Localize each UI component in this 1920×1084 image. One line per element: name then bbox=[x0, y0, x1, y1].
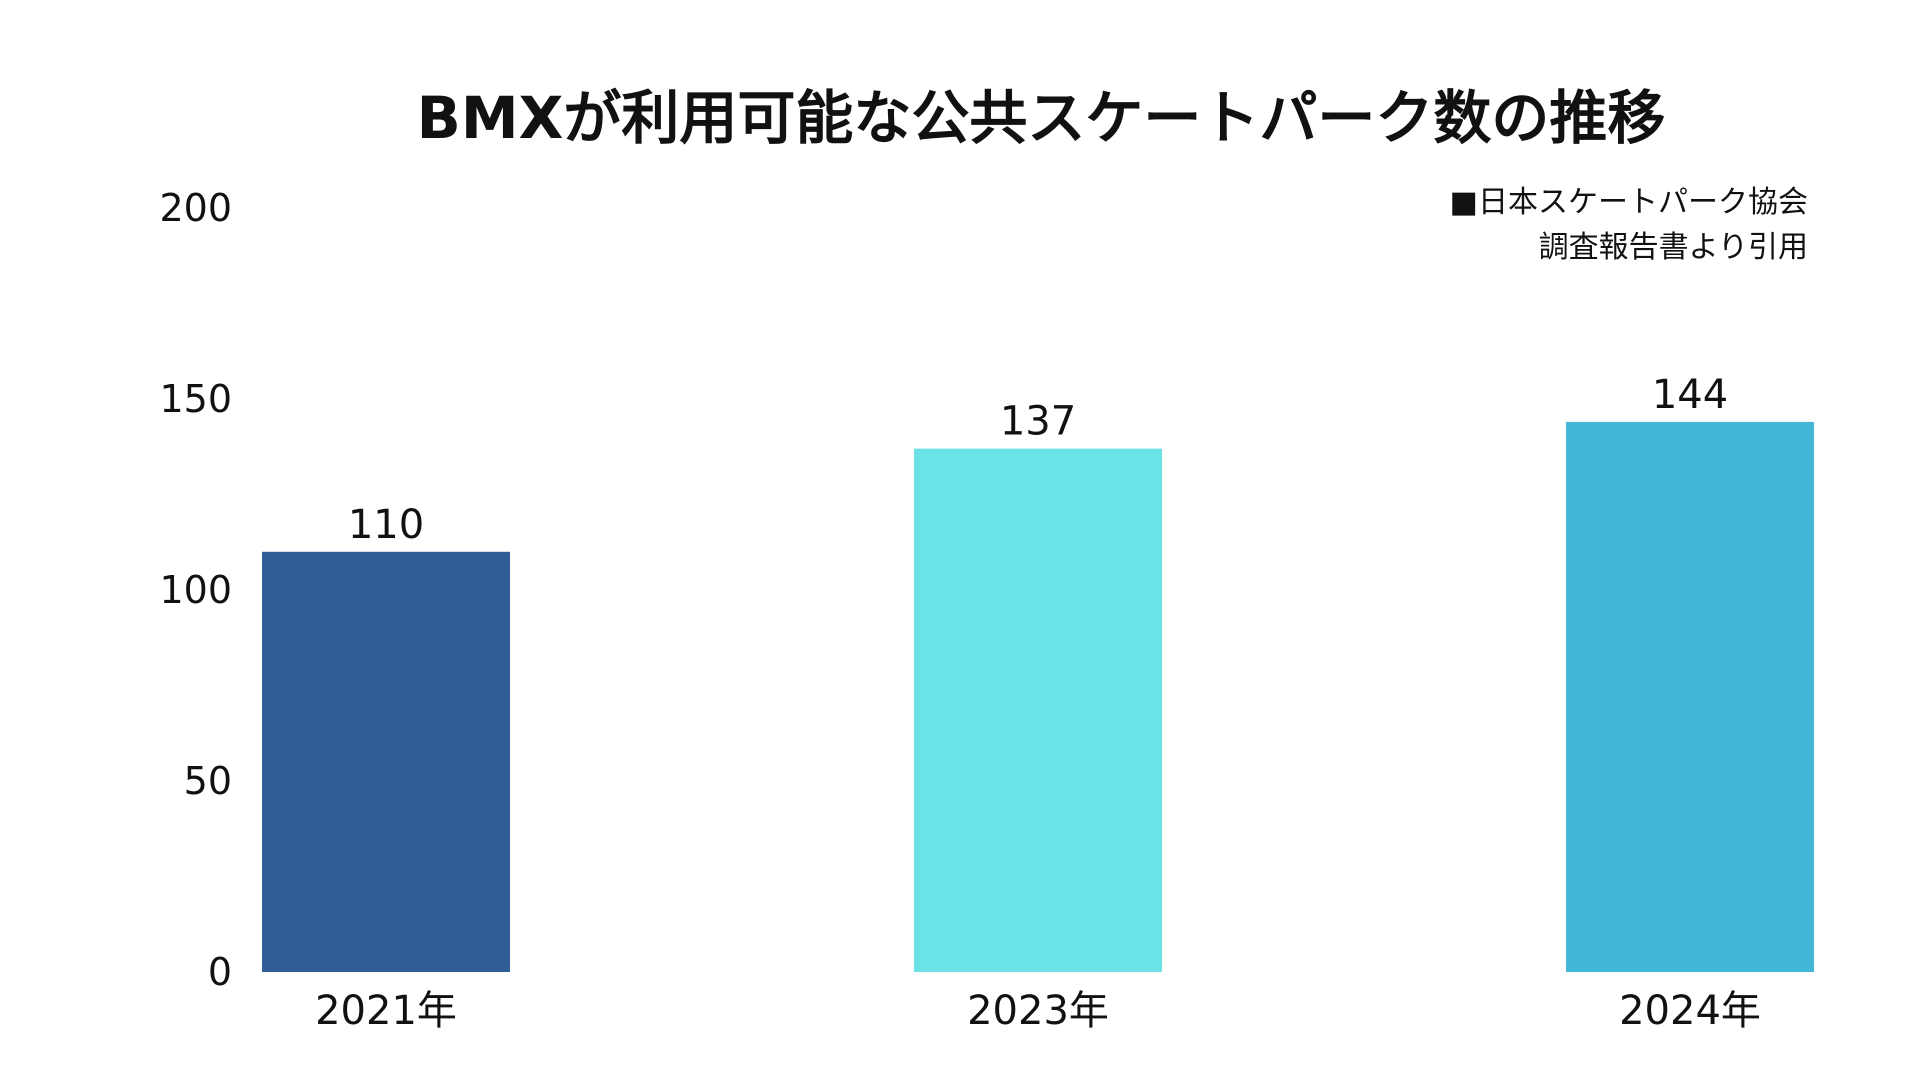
source-note-line-2: 調査報告書より引用 bbox=[1539, 230, 1808, 265]
y-tick-label: 100 bbox=[159, 568, 232, 612]
bar-value-label: 137 bbox=[1000, 399, 1076, 445]
bars bbox=[262, 421, 1814, 972]
x-tick-label: 2021年 bbox=[315, 988, 457, 1034]
y-tick-label: 50 bbox=[184, 759, 232, 803]
x-tick-label: 2024年 bbox=[1619, 988, 1761, 1034]
data-labels: 110 137 144 bbox=[348, 372, 1728, 548]
bar bbox=[1566, 421, 1814, 972]
y-tick-label: 200 bbox=[159, 186, 232, 230]
y-tick-label: 150 bbox=[159, 377, 232, 421]
chart-title: BMXが利用可能な公共スケートパーク数の推移 bbox=[417, 84, 1666, 152]
source-note-line-1: ■日本スケートパーク協会 bbox=[1450, 185, 1808, 220]
source-note: ■日本スケートパーク協会 調査報告書より引用 bbox=[1450, 185, 1808, 265]
x-axis-ticks: 2021年 2023年 2024年 bbox=[315, 988, 1761, 1034]
bar-value-label: 144 bbox=[1652, 372, 1728, 418]
y-tick-label: 0 bbox=[208, 950, 232, 994]
bar-value-label: 110 bbox=[348, 502, 424, 548]
bar bbox=[262, 551, 510, 972]
x-tick-label: 2023年 bbox=[967, 988, 1109, 1034]
y-axis-ticks: 0 50 100 150 200 bbox=[159, 186, 232, 994]
bar bbox=[914, 448, 1162, 972]
